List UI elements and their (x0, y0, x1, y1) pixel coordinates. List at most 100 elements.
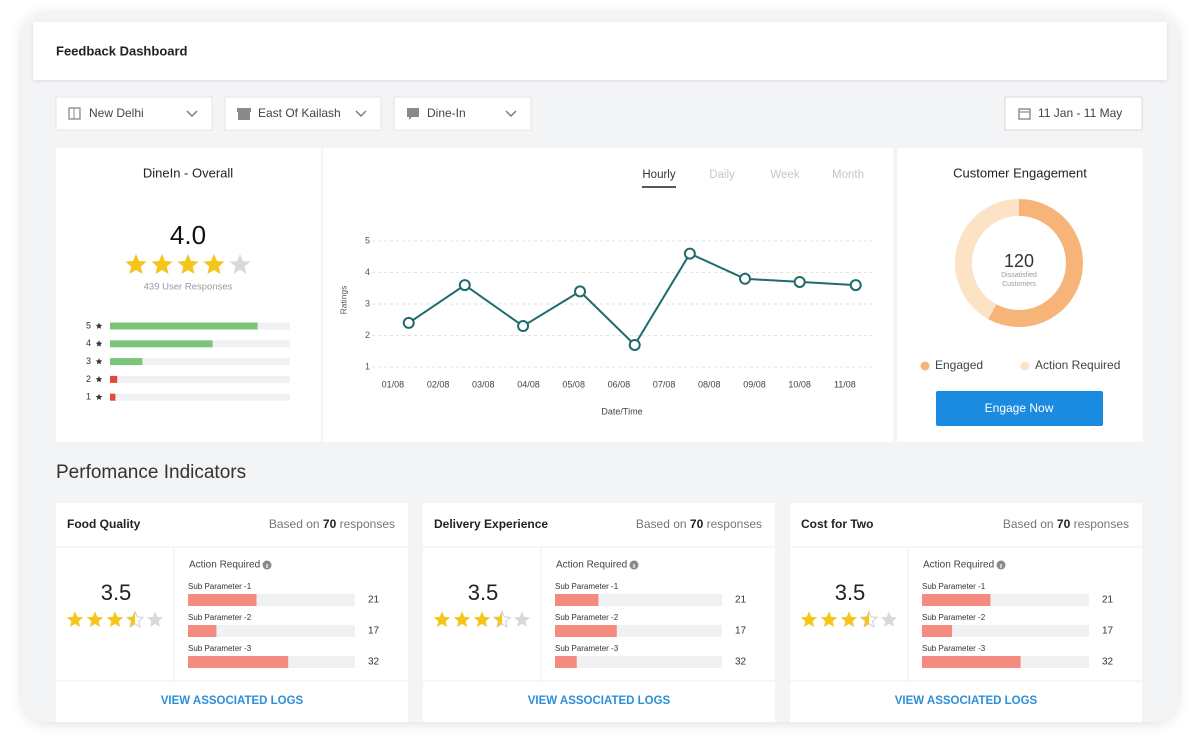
view-logs-link[interactable]: VIEW ASSOCIATED LOGS (895, 695, 1038, 707)
param-name: Sub Parameter -2 (555, 613, 619, 622)
distribution-star (95, 393, 103, 401)
card-responses: Based on 70 responses (636, 517, 762, 531)
overall-title: DineIn - Overall (143, 165, 233, 180)
view-logs-link[interactable]: VIEW ASSOCIATED LOGS (528, 695, 671, 707)
trend-point (628, 338, 641, 351)
time-tab[interactable]: Month (832, 169, 864, 181)
distribution-bar (110, 340, 213, 348)
engage-button[interactable]: Engage Now (936, 391, 1103, 426)
star-filled (177, 254, 199, 274)
card-responses: Based on 70 responses (269, 517, 395, 531)
param-track (922, 625, 1089, 637)
responses-suffix: responses (340, 517, 395, 531)
y-tick-label: 3 (365, 298, 370, 308)
param-bar (922, 625, 953, 637)
responses-count: 70 (1057, 517, 1071, 531)
card-rating: 3.5 (101, 580, 132, 605)
time-tab[interactable]: Hourly (642, 169, 675, 181)
card-rating: 3.5 (835, 580, 866, 605)
filter-box (55, 96, 213, 131)
param-value: 32 (1102, 657, 1114, 668)
date-picker[interactable]: 11 Jan - 11 May (1004, 96, 1143, 131)
filter-chevron (355, 110, 367, 117)
action-required: Action Required (189, 560, 260, 571)
param-bar (922, 656, 1021, 668)
filter-dropdown[interactable]: East Of Kailash (224, 96, 382, 131)
trend-point (517, 320, 530, 333)
donut-center-text: Dissatisfied Customers (1001, 272, 1037, 288)
distribution-track (110, 393, 290, 401)
filter-dropdown[interactable]: New Delhi (55, 96, 213, 131)
star-filled (800, 611, 818, 627)
overall-rating: 4.0 (170, 220, 206, 250)
button-bg (936, 391, 1103, 426)
distribution-bar (110, 322, 258, 330)
star-filled (151, 254, 173, 274)
x-tick-label: 11/08 (834, 379, 856, 389)
responses-prefix: Based on (1003, 517, 1054, 531)
responses-prefix: Based on (269, 517, 320, 531)
card-rating: 3.5 (468, 580, 499, 605)
date-box (1004, 96, 1143, 131)
param-value: 17 (735, 626, 747, 637)
param-value: 21 (1102, 595, 1114, 606)
filter-icon (237, 108, 251, 120)
header-title: Feedback Dashboard (56, 43, 188, 58)
param-bar (555, 656, 577, 668)
star-empty (146, 611, 164, 627)
card-responses: Based on 70 responses (1003, 517, 1129, 531)
card-title: Food Quality (67, 517, 141, 531)
param-name: Sub Parameter -2 (922, 613, 986, 622)
trend-point (458, 279, 471, 292)
star-filled (66, 611, 84, 627)
x-tick-label: 01/08 (382, 379, 405, 389)
star-filled (433, 611, 451, 627)
x-axis-label: Date/Time (601, 406, 642, 416)
responses-suffix: responses (1074, 517, 1129, 531)
filter-label: New Delhi (89, 106, 144, 120)
star-empty (229, 254, 251, 274)
distribution-star (95, 340, 103, 347)
param-name: Sub Parameter -1 (188, 582, 252, 591)
indicator-card: Delivery Experience Based on 70 responses… (423, 503, 775, 722)
time-tab[interactable]: Week (770, 169, 799, 181)
param-bar (188, 594, 257, 606)
star-filled (106, 611, 124, 627)
legend-swatch (1020, 361, 1030, 371)
action-required: Action Required (556, 560, 627, 571)
filter-dropdown[interactable]: Dine-In (393, 96, 532, 131)
donut-segment (955, 199, 1019, 320)
responses-prefix: Based on (636, 517, 687, 531)
distribution-track (110, 375, 290, 383)
y-tick-label: 5 (365, 235, 370, 245)
param-name: Sub Parameter -3 (555, 644, 619, 653)
star-filled (840, 611, 858, 627)
donut-center-value: 120 (1004, 251, 1034, 271)
distribution-label: 2 (86, 374, 91, 384)
filter-label: Dine-In (427, 106, 466, 120)
time-tab[interactable]: Daily (709, 169, 735, 181)
card-title: Cost for Two (801, 517, 873, 531)
param-name: Sub Parameter -3 (188, 644, 252, 653)
engagement-title: Customer Engagement (953, 165, 1087, 180)
star-empty (513, 611, 531, 627)
trend-point (683, 247, 696, 260)
view-logs-link[interactable]: VIEW ASSOCIATED LOGS (161, 695, 304, 707)
distribution-label: 1 (86, 392, 91, 402)
x-tick-label: 06/08 (608, 379, 631, 389)
donut-segment (988, 199, 1084, 327)
content: Feedback Dashboard New Delhi East Of Kaila… (33, 22, 1167, 722)
trend-point (793, 275, 806, 288)
param-name: Sub Parameter -3 (922, 644, 986, 653)
x-tick-label: 02/08 (427, 379, 450, 389)
y-tick-label: 1 (365, 361, 370, 371)
distribution-bar (110, 393, 116, 401)
param-value: 17 (368, 626, 380, 637)
legend-label: Engaged (935, 358, 983, 372)
trend-point (574, 285, 587, 298)
button-label: Engage Now (985, 401, 1054, 415)
responses-count: 70 (690, 517, 704, 531)
param-value: 17 (1102, 626, 1114, 637)
